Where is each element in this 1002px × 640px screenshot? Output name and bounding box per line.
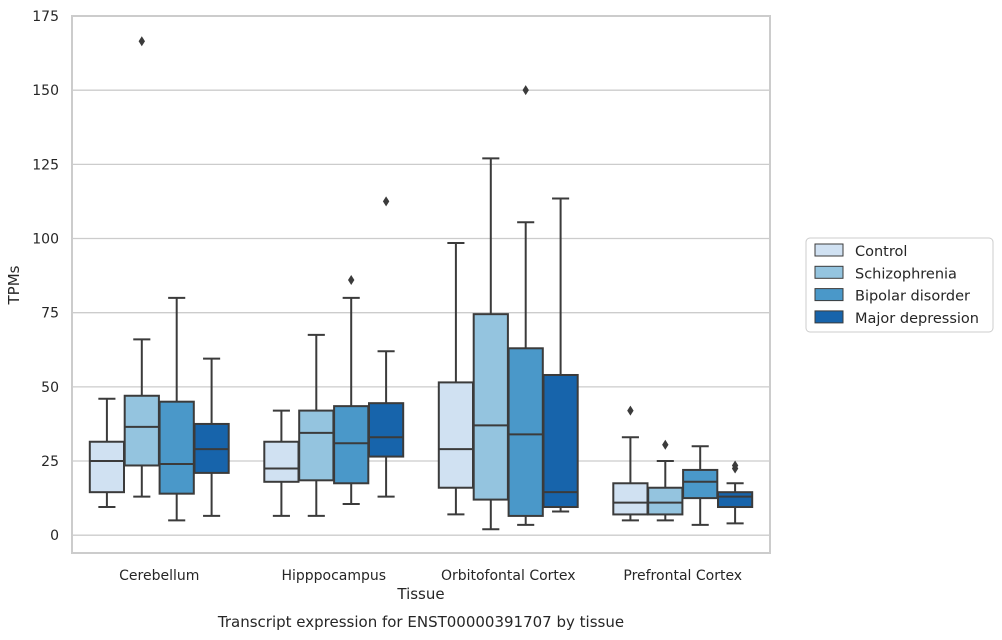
legend: Control Schizophrenia Bipolar disorder Majo… [805,237,994,333]
y-tick-label: 0 [50,528,59,544]
box-group [193,357,230,517]
box-group [88,397,126,509]
box-group [298,333,335,517]
box-group [367,196,405,498]
box-iqr [123,394,160,467]
x-tick-label: Orbitofontal Cortex [441,568,576,584]
x-tick-label: Prefrontal Cortex [623,568,742,584]
legend-swatch [814,265,844,279]
box-iqr [333,405,370,485]
box-group [542,197,579,513]
box-iqr [472,313,509,501]
box-iqr [158,400,195,495]
box-group [647,439,684,522]
box-group [123,36,160,498]
outlier-point [382,196,390,207]
box-iqr [367,402,405,458]
legend-label: Major depression [855,311,979,327]
y-tick-label: 50 [41,380,59,396]
box-iqr [612,482,649,516]
box-iqr [437,381,475,489]
box-group [333,275,370,506]
box-iqr [716,491,754,509]
y-tick-label: 100 [32,232,59,248]
box-group [716,460,754,525]
box-group [437,241,475,516]
y-tick-label: 125 [32,157,59,173]
box-iqr [88,440,126,494]
box-iqr [507,347,544,517]
box-group [682,445,719,526]
box-group [263,409,300,517]
box-iqr [542,373,579,509]
box-iqr [647,486,684,516]
y-tick-label: 25 [41,454,59,470]
legend-swatch [814,288,844,302]
x-tick-label: Cerebellum [119,568,199,584]
outlier-point [627,405,634,416]
outlier-point [522,85,529,96]
legend-swatch [814,243,844,257]
y-tick-labels: 0 25 50 75 100 125 150 175 [32,9,59,544]
legend-label: Schizophrenia [855,266,957,282]
y-axis-title: TPMs [5,265,23,305]
legend-swatch [814,310,844,324]
box-group [612,405,649,522]
y-tick-label: 175 [32,9,59,25]
legend-label: Bipolar disorder [855,289,970,305]
box-group [158,296,195,522]
box-layer [88,36,754,531]
outlier-point [138,36,145,47]
plot-frame [71,15,771,554]
box-iqr [298,409,335,482]
y-tick-label: 75 [41,306,59,322]
outlier-point [348,275,355,286]
x-tick-labels: Cerebellum Hipppocampus Orbitofontal Corte… [119,568,742,584]
legend-label: Control [855,244,907,260]
outlier-point [662,439,669,450]
legend-items: Control Schizophrenia Bipolar disorder Majo… [814,243,979,327]
x-axis-title: Tissue [396,585,444,603]
outlier-point [731,460,739,471]
box-group [507,85,544,526]
box-iqr [682,468,719,500]
box-group [472,157,509,531]
legend-frame [805,237,994,333]
chart-title: Transcript expression for ENST0000039170… [217,613,624,631]
x-tick-label: Hipppocampus [281,568,386,584]
box-iqr [263,440,300,483]
y-tick-label: 150 [32,83,59,99]
